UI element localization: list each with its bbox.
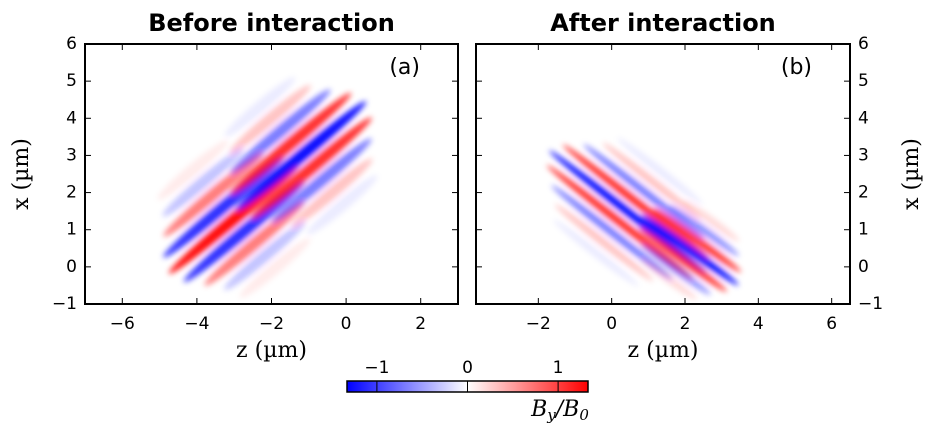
- x-axis-label: z (µm): [628, 338, 699, 363]
- field-stripe: [239, 238, 311, 298]
- field-stripe: [224, 221, 306, 291]
- wave-packet: [224, 77, 378, 235]
- wave-packet: [638, 200, 742, 300]
- field-stripe: [229, 84, 311, 154]
- x-tick-label: 0: [341, 314, 352, 334]
- field-map: [85, 44, 458, 304]
- field-stripe: [224, 77, 296, 137]
- y-tick-label: 2: [858, 183, 869, 203]
- y-tick-label: 1: [66, 220, 77, 240]
- chart-title: Before interaction: [148, 9, 395, 37]
- x-tick-label: −6: [110, 314, 135, 334]
- chart-title: After interaction: [550, 9, 776, 37]
- colorbar-label: By/B0: [530, 397, 589, 424]
- field-stripe: [553, 219, 639, 287]
- field-stripe: [163, 152, 264, 237]
- y-tick-label: 0: [66, 257, 77, 277]
- field-stripe: [617, 137, 703, 205]
- field-stripe: [640, 258, 697, 300]
- y-tick-label: 4: [858, 108, 869, 128]
- wave-packet: [546, 137, 710, 287]
- x-tick-label: −2: [526, 314, 551, 334]
- y-tick-label: 5: [66, 71, 77, 91]
- field-stripe: [230, 92, 352, 195]
- field-stripe: [235, 101, 367, 211]
- colorbar-tick-label: −1: [364, 358, 389, 378]
- y-tick-label: 6: [858, 34, 869, 54]
- colorbar-tick-label: 0: [462, 358, 473, 378]
- plot-frame: [475, 43, 851, 305]
- field-stripe: [163, 155, 285, 258]
- field-stripe: [551, 185, 673, 280]
- x-tick-label: 4: [753, 314, 764, 334]
- field-stripe: [546, 165, 694, 280]
- field-stripe: [204, 201, 305, 286]
- y-tick-label: 6: [66, 34, 77, 54]
- field-stripe: [230, 89, 331, 174]
- y-axis-label: x (µm): [899, 138, 924, 210]
- x-tick-label: −2: [259, 314, 284, 334]
- field-stripe: [271, 138, 372, 223]
- panel-label: (b): [781, 55, 812, 80]
- y-tick-label: 3: [858, 145, 869, 165]
- field-stripe: [250, 117, 372, 220]
- x-axis-label: z (µm): [236, 338, 307, 363]
- field-stripe: [157, 140, 229, 200]
- y-tick-label: 0: [858, 257, 869, 277]
- panel-label: (a): [389, 55, 420, 80]
- field-pattern: [157, 77, 378, 298]
- x-tick-label: −4: [184, 314, 209, 334]
- field-stripe: [653, 208, 742, 273]
- x-tick-label: 2: [415, 314, 426, 334]
- y-tick-label: 5: [858, 71, 869, 91]
- y-tick-label: −1: [858, 294, 883, 314]
- field-stripe: [602, 142, 702, 220]
- colorbar-tick-label: 1: [553, 358, 564, 378]
- y-tick-label: 1: [858, 220, 869, 240]
- field-stripe: [549, 150, 707, 274]
- field-stripe: [640, 243, 711, 295]
- wave-packet: [157, 140, 311, 298]
- field-stripe: [291, 158, 373, 228]
- field-stripe: [669, 205, 740, 257]
- y-tick-label: 2: [66, 183, 77, 203]
- x-tick-label: 2: [680, 314, 691, 334]
- field-stripe: [554, 204, 654, 282]
- y-tick-label: 3: [66, 145, 77, 165]
- field-map: [476, 44, 850, 304]
- field-stripe: [641, 214, 739, 286]
- field-stripe: [162, 147, 244, 217]
- field-stripe: [638, 227, 727, 292]
- field-stripe: [306, 175, 378, 235]
- x-tick-label: 0: [606, 314, 617, 334]
- field-stripe: [683, 200, 740, 242]
- x-tick-label: 6: [826, 314, 837, 334]
- field-pattern: [546, 137, 742, 300]
- field-stripe: [583, 144, 705, 239]
- field-stripe: [562, 144, 710, 259]
- field-stripe: [168, 164, 300, 274]
- field-stripe: [183, 180, 305, 283]
- y-axis-label: x (µm): [9, 138, 34, 210]
- y-tick-label: 4: [66, 108, 77, 128]
- y-tick-label: −1: [52, 294, 77, 314]
